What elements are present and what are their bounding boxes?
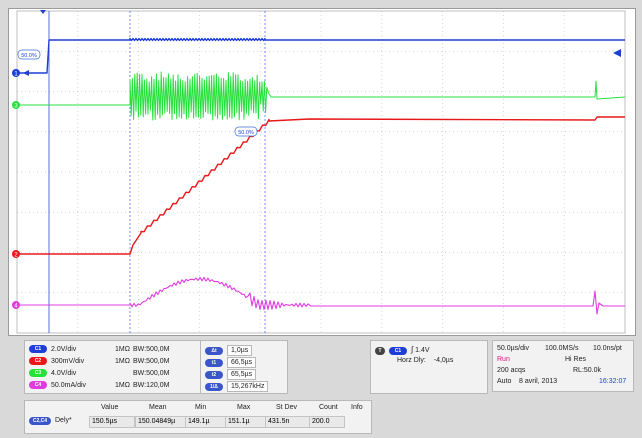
trigger-position-icon	[40, 10, 46, 14]
measurement-panel: Value Mean Min Max St Dev Count Info C2,…	[24, 400, 372, 434]
ch3-trace	[17, 71, 626, 121]
channel-coupling: 1MΩ	[115, 345, 130, 353]
cursor-tag-icon: t2	[205, 371, 223, 379]
resolution-mode: Hi Res	[565, 356, 587, 363]
cursor-tag-icon: Δt	[205, 347, 223, 355]
channel-tag-icon: C4	[29, 381, 47, 389]
sample-rate: 100.0MS/s	[545, 345, 579, 352]
measurement-stdev: 431.5n	[265, 416, 311, 428]
col-header-stdev: St Dev	[276, 404, 298, 411]
channel-vdiv: 300mV/div	[51, 357, 85, 365]
ch2-level-tag-box	[234, 126, 258, 137]
channel-marker-icon	[12, 250, 20, 258]
trigger-level-icon	[613, 49, 621, 57]
waveform-display[interactable]: 1 3 2 4 50.0% 50.0%	[8, 8, 636, 336]
measurement-name[interactable]: Dely*	[55, 417, 72, 424]
ch4-trace	[17, 276, 625, 315]
channel-row-c3[interactable]: C3 4.0V/div BW:500,0M	[29, 368, 169, 378]
cursor-row-1[interactable]: Δt 1,0µs	[205, 345, 253, 356]
measurement-mean: 150.04849µ	[135, 416, 187, 428]
channel-tag-icon: C3	[29, 369, 47, 377]
measurement-source-tag: C2,C4	[29, 417, 51, 425]
channel-bandwidth: BW:500,0M	[133, 357, 170, 365]
cursor-row-3[interactable]: t2 65,5µs	[205, 369, 257, 380]
record-length: RL:50.0k	[573, 367, 602, 374]
channel-row-c1[interactable]: C1 2.0V/div 1MΩ BW:500,0M	[29, 344, 169, 354]
grid-border	[16, 10, 626, 334]
ch1-trace	[17, 37, 625, 74]
measurement-count: 200.0	[309, 416, 345, 428]
ch1-level-tag-box	[17, 49, 41, 60]
col-header-count: Count	[319, 404, 338, 411]
ch1-offset-arrow-icon	[23, 70, 29, 76]
channel-coupling: 1MΩ	[115, 381, 130, 389]
cursor-tag-icon: 1/Δ	[205, 383, 223, 391]
channel-marker-icon	[12, 301, 20, 309]
acq-mode: Run	[497, 356, 510, 363]
channel-vdiv: 50.0mA/div	[51, 381, 87, 389]
col-header-min: Min	[195, 404, 207, 411]
rising-edge-icon: ∫	[411, 345, 414, 354]
channel-marker-label: 4	[14, 304, 18, 310]
trigger-level: 1.4V	[415, 347, 430, 354]
cursor-value: 65,5µs	[227, 369, 257, 380]
cursor-value: 66,5µs	[227, 357, 257, 368]
channel-coupling: 1MΩ	[115, 357, 130, 365]
timebase-div: 50.0µs/div	[497, 345, 530, 352]
channel-vdiv: 2.0V/div	[51, 345, 77, 353]
cursor-tag-icon: t1	[205, 359, 223, 367]
cursor-row-2[interactable]: t1 66,5µs	[205, 357, 257, 368]
ch1-level-tag: 50.0%	[21, 53, 37, 59]
channel-bandwidth: BW:500,0M	[133, 345, 170, 353]
horz-delay-value: -4,0µs	[433, 357, 454, 364]
time-per-point: 10.0ns/pt	[593, 345, 622, 352]
channel-tag-icon: C1	[29, 345, 47, 353]
channel-marker-icon	[12, 69, 20, 77]
col-header-max: Max	[237, 404, 251, 411]
measurement-min: 149.1µ	[185, 416, 227, 428]
ch2-level-tag: 50.0%	[238, 130, 254, 136]
channel-marker-label: 2	[14, 253, 18, 259]
channel-settings-panel: C1 2.0V/div 1MΩ BW:500,0M C2 300mV/div 1MΩ BW:5…	[24, 340, 202, 394]
channel-row-c2[interactable]: C2 300mV/div 1MΩ BW:500,0M	[29, 356, 169, 366]
waveform-svg: 1 3 2 4 50.0% 50.0%	[12, 10, 626, 334]
measurement-max: 151.1µ	[225, 416, 267, 428]
cursor-row-4[interactable]: 1/Δ 15,267kHz	[205, 381, 269, 392]
col-header-info: Info	[351, 404, 363, 411]
date: 8 avril, 2013	[519, 378, 558, 385]
channel-row-c4[interactable]: C4 50.0mA/div 1MΩ BW:120,0M	[29, 380, 169, 390]
trigger-panel[interactable]: T C1 ∫ 1.4V Horz Dly: -4,0µs	[370, 340, 488, 394]
trigger-icon: T	[375, 347, 385, 355]
channel-marker-icon	[12, 101, 20, 109]
clock-time: 16:32:07	[599, 378, 627, 385]
horz-delay-label: Horz Dly:	[397, 357, 426, 364]
channel-marker-label: 1	[14, 72, 18, 78]
channel-tag-icon: C2	[29, 357, 47, 365]
measurement-value: 150.5µs	[89, 416, 135, 428]
cursor-panel: Δt 1,0µs t1 66,5µs t2 65,5µs 1/Δ 15,267kHz	[200, 340, 288, 394]
ch2-trace	[17, 116, 625, 255]
cursor-value: 15,267kHz	[227, 381, 269, 392]
trigger-source-icon: C1	[389, 347, 407, 355]
col-header-mean: Mean	[149, 404, 167, 411]
channel-bandwidth: BW:120,0M	[133, 381, 170, 389]
channel-marker-label: 3	[14, 104, 18, 110]
cursor-value: 1,0µs	[227, 345, 253, 356]
channel-bandwidth: BW:500,0M	[133, 369, 170, 377]
channel-vdiv: 4.0V/div	[51, 369, 77, 377]
col-header-value: Value	[101, 404, 119, 411]
acq-count: 200 acqs	[497, 367, 526, 374]
timebase-panel[interactable]: 50.0µs/div 100.0MS/s 10.0ns/pt Run Hi Re…	[492, 340, 634, 392]
trigger-mode: Auto	[497, 378, 512, 385]
